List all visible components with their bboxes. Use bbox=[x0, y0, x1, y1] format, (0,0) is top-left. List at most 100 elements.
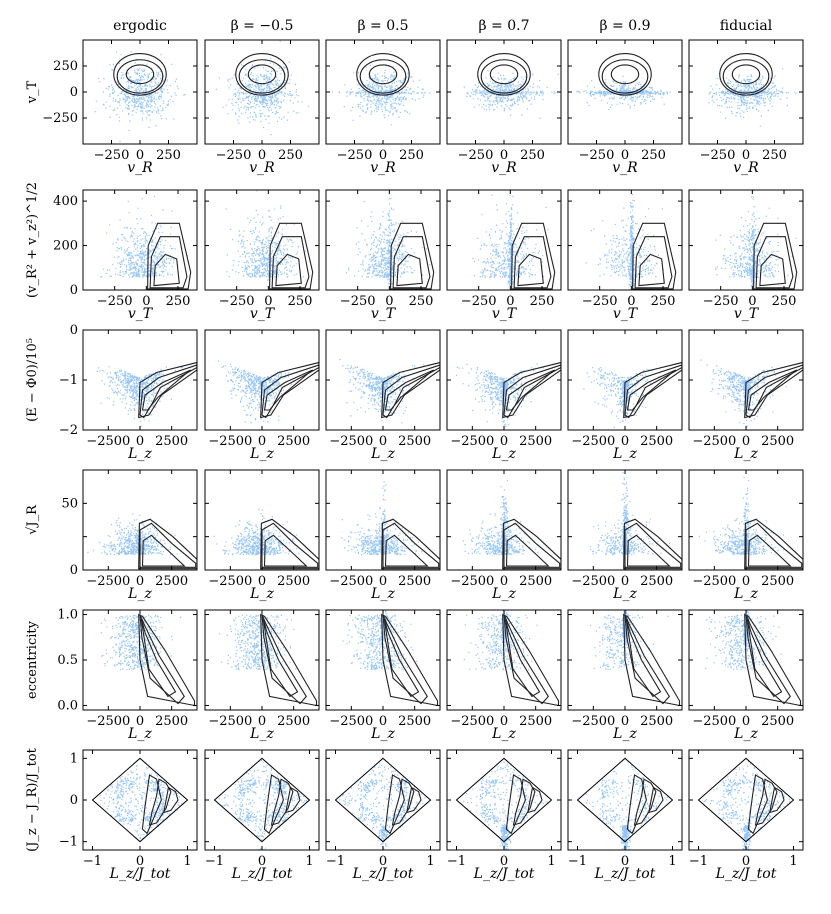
contour-line bbox=[601, 59, 649, 94]
x-tick-label: 250 bbox=[530, 294, 555, 309]
contour-line bbox=[610, 64, 640, 85]
contour-line bbox=[505, 534, 550, 567]
x-axis-label: L_z bbox=[491, 446, 516, 462]
panel-E_Lz-0: −2500 0 2500−2−10L_z bbox=[59, 323, 198, 462]
x-axis-label: L_z/J_tot bbox=[352, 866, 414, 882]
panel-frame bbox=[688, 189, 804, 291]
contour-line bbox=[235, 52, 289, 96]
x-tick-label: −1 bbox=[83, 854, 102, 869]
column-title: fiducial bbox=[720, 18, 773, 34]
points bbox=[342, 610, 418, 671]
y-tick-label: 0 bbox=[70, 793, 78, 808]
contour-line bbox=[503, 522, 561, 568]
contours bbox=[511, 222, 556, 290]
panel-frame bbox=[446, 189, 562, 291]
contour-line bbox=[745, 522, 803, 568]
x-tick-label: 0 bbox=[136, 148, 144, 163]
contour-line bbox=[238, 59, 286, 94]
x-tick-label: 1 bbox=[789, 854, 797, 869]
x-tick-label: −250 bbox=[216, 148, 252, 163]
x-axis-label: L_z bbox=[491, 586, 516, 602]
scatter-points bbox=[217, 360, 308, 424]
x-axis-label: v_T bbox=[128, 306, 154, 322]
contours bbox=[502, 518, 561, 570]
x-tick-label: −250 bbox=[582, 294, 618, 309]
contours bbox=[753, 222, 798, 290]
contour-line bbox=[512, 778, 536, 826]
contours bbox=[269, 222, 314, 290]
x-tick-label: 2500 bbox=[640, 434, 673, 449]
contour-line bbox=[480, 59, 528, 94]
points bbox=[331, 51, 440, 126]
x-tick-label: −250 bbox=[700, 148, 736, 163]
contour-line bbox=[623, 613, 681, 707]
x-axis-label: L_z/J_tot bbox=[473, 866, 535, 882]
contour-line bbox=[503, 614, 549, 705]
scatter-points bbox=[703, 760, 791, 850]
x-tick-label: 2500 bbox=[277, 574, 310, 589]
x-tick-label: 0 bbox=[258, 574, 266, 589]
x-tick-label: 250 bbox=[288, 294, 313, 309]
x-tick-label: 2500 bbox=[398, 434, 431, 449]
contour-line bbox=[149, 236, 188, 289]
contours bbox=[632, 222, 677, 290]
x-tick-label: 2500 bbox=[761, 574, 794, 589]
y-tick-label: −250 bbox=[42, 111, 78, 126]
x-tick-label: −250 bbox=[219, 294, 255, 309]
contours bbox=[138, 613, 196, 707]
contours bbox=[113, 52, 167, 96]
contour-line bbox=[744, 361, 803, 419]
x-tick-label: 250 bbox=[156, 148, 181, 163]
contours bbox=[623, 613, 681, 707]
scatter-points bbox=[341, 481, 423, 556]
points bbox=[217, 360, 308, 424]
contour-line bbox=[263, 369, 314, 411]
x-tick-label: −1 bbox=[568, 854, 587, 869]
contour-line bbox=[477, 52, 531, 96]
points bbox=[705, 610, 782, 671]
x-tick-label: 0 bbox=[506, 294, 514, 309]
contours bbox=[381, 518, 440, 570]
x-tick-label: −2500 bbox=[208, 574, 252, 589]
points bbox=[583, 367, 660, 428]
x-tick-label: 250 bbox=[641, 148, 666, 163]
contours bbox=[626, 774, 664, 835]
contour-line bbox=[163, 786, 179, 814]
action-diamond bbox=[334, 757, 432, 843]
scatter-points bbox=[346, 197, 431, 286]
contours bbox=[235, 52, 289, 96]
contour-line bbox=[269, 222, 314, 290]
contour-line bbox=[260, 613, 318, 707]
x-axis-label: L_z bbox=[612, 586, 637, 602]
contour-line bbox=[623, 518, 682, 570]
x-tick-label: 0 bbox=[258, 854, 266, 869]
x-tick-label: −2500 bbox=[450, 434, 494, 449]
column-title: β = −0.5 bbox=[231, 18, 294, 34]
contours bbox=[744, 518, 803, 570]
x-axis-label: L_z bbox=[491, 726, 516, 742]
contour-line bbox=[632, 222, 677, 290]
contour-line bbox=[382, 614, 428, 705]
x-tick-label: 0 bbox=[500, 714, 508, 729]
panel-frame bbox=[204, 189, 320, 291]
contour-line bbox=[261, 522, 319, 568]
x-tick-label: 2500 bbox=[155, 714, 188, 729]
y-tick-label: 1.0 bbox=[57, 608, 78, 623]
contour-line bbox=[141, 369, 192, 411]
panel-frame bbox=[567, 189, 683, 291]
contours bbox=[138, 518, 197, 570]
contour-line bbox=[138, 518, 197, 570]
column-title: ergodic bbox=[113, 18, 167, 34]
x-tick-label: −250 bbox=[458, 148, 494, 163]
contour-line bbox=[261, 364, 319, 419]
x-tick-label: 0 bbox=[136, 714, 144, 729]
points bbox=[456, 363, 544, 427]
contour-line bbox=[511, 222, 556, 290]
contours bbox=[719, 52, 773, 96]
